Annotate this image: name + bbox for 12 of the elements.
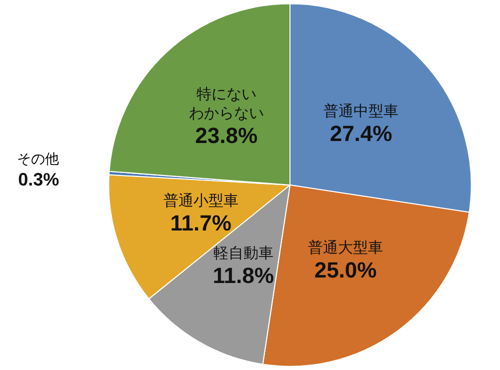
data-label: 11.7% bbox=[170, 210, 232, 236]
slice-label: 特にないわからない bbox=[188, 84, 264, 122]
slice-label: その他 bbox=[17, 151, 60, 168]
data-label: 23.8% bbox=[195, 122, 258, 148]
data-label: 0.3% bbox=[18, 169, 60, 190]
slice-label: 普通中型車 bbox=[324, 102, 399, 120]
slice-label: 普通大型車 bbox=[308, 238, 384, 256]
data-label: 25.0% bbox=[314, 257, 377, 282]
data-label: 27.4% bbox=[330, 120, 392, 146]
slice-label: 普通小型車 bbox=[163, 192, 238, 210]
data-label: 11.8% bbox=[212, 263, 274, 288]
slice-label: 軽自動車 bbox=[213, 244, 274, 262]
